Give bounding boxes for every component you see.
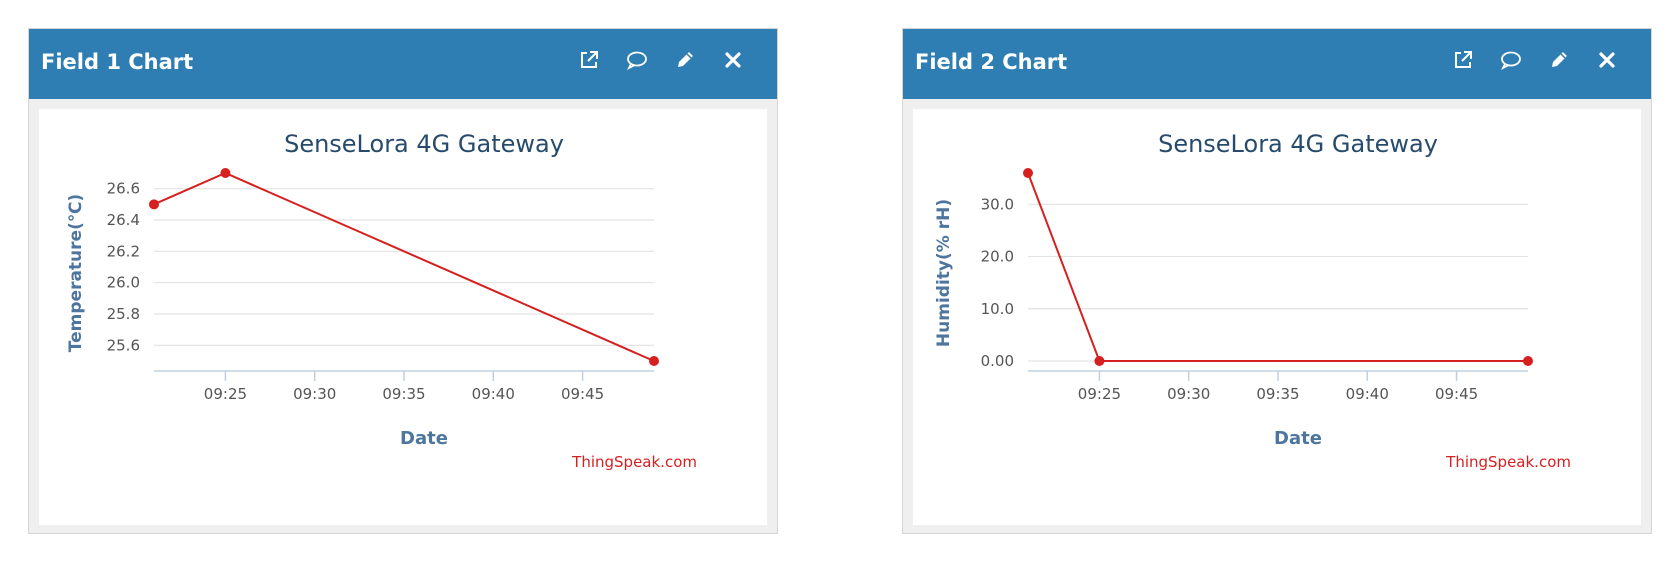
x-tick-label: 09:40 — [472, 385, 515, 403]
y-axis-label: Humidity(% rH) — [934, 199, 954, 347]
credit-link[interactable]: ThingSpeak.com — [571, 453, 697, 471]
data-point[interactable] — [220, 168, 231, 178]
panel-toolbar — [565, 45, 757, 75]
close-icon[interactable] — [709, 45, 757, 75]
x-tick-label: 09:30 — [1167, 385, 1210, 403]
y-tick-label: 10.0 — [981, 300, 1014, 318]
x-tick-label: 09:45 — [1435, 385, 1478, 403]
x-axis-label: Date — [400, 428, 448, 449]
y-tick-label: 26.0 — [107, 274, 140, 292]
x-tick-label: 09:45 — [561, 385, 604, 403]
panel-header: Field 2 Chart — [903, 29, 1651, 99]
y-tick-label: 0.00 — [981, 352, 1014, 370]
close-icon[interactable] — [1583, 45, 1631, 75]
panel-title: Field 1 Chart — [41, 50, 194, 74]
comment-icon[interactable] — [1487, 45, 1535, 75]
temperature-chart: SenseLora 4G Gateway Temperature(℃) Date… — [66, 130, 697, 471]
y-tick-label: 20.0 — [981, 248, 1014, 266]
data-point[interactable] — [1023, 168, 1033, 178]
x-tick-label: 09:25 — [204, 385, 247, 403]
data-point[interactable] — [1523, 356, 1533, 366]
chart-area: SenseLora 4G Gateway Humidity(% rH) Date… — [913, 109, 1641, 525]
x-tick-label: 09:35 — [382, 385, 425, 403]
x-tick-label: 09:30 — [293, 385, 336, 403]
x-axis-label: Date — [1274, 428, 1322, 449]
pencil-icon[interactable] — [1535, 45, 1583, 75]
field-2-chart-panel: Field 2 Chart SenseLora 4G Gateway Humid… — [902, 28, 1652, 534]
y-tick-label: 30.0 — [981, 195, 1014, 213]
field-1-chart-panel: Field 1 Chart SenseLora 4G Gateway Tempe… — [28, 28, 778, 534]
x-tick-label: 09:40 — [1346, 385, 1389, 403]
comment-icon[interactable] — [613, 45, 661, 75]
y-axis-label: Temperature(℃) — [66, 194, 86, 352]
panel-title: Field 2 Chart — [915, 50, 1068, 74]
x-tick-label: 09:35 — [1256, 385, 1299, 403]
panel-toolbar — [1439, 45, 1631, 75]
chart-title: SenseLora 4G Gateway — [1158, 130, 1438, 158]
chart-area: SenseLora 4G Gateway Temperature(℃) Date… — [39, 109, 767, 525]
external-link-icon[interactable] — [565, 45, 613, 75]
x-tick-label: 09:25 — [1078, 385, 1121, 403]
series-line — [1027, 172, 1528, 362]
y-tick-label: 25.8 — [107, 305, 140, 323]
external-link-icon[interactable] — [1439, 45, 1487, 75]
y-tick-label: 25.6 — [107, 336, 140, 354]
y-tick-label: 26.6 — [107, 180, 140, 198]
data-point[interactable] — [649, 356, 659, 366]
data-point[interactable] — [1094, 356, 1105, 366]
humidity-chart: SenseLora 4G Gateway Humidity(% rH) Date… — [934, 130, 1571, 471]
y-tick-label: 26.2 — [107, 242, 140, 260]
panel-header: Field 1 Chart — [29, 29, 777, 99]
pencil-icon[interactable] — [661, 45, 709, 75]
credit-link[interactable]: ThingSpeak.com — [1445, 453, 1571, 471]
series-line — [153, 171, 655, 362]
chart-title: SenseLora 4G Gateway — [284, 130, 564, 158]
data-point[interactable] — [149, 199, 159, 210]
y-tick-label: 26.4 — [107, 211, 140, 229]
